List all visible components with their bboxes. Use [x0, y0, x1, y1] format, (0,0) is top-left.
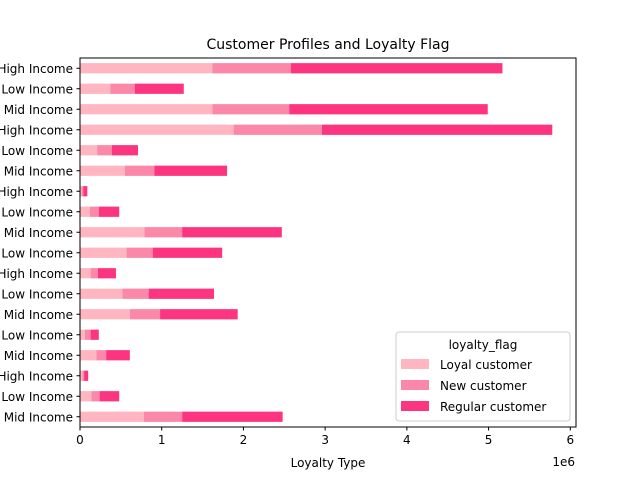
y-tick-label: High Income: [0, 267, 73, 281]
bar-new-customer: [129, 309, 161, 320]
legend-label: Loyal customer: [440, 358, 532, 372]
y-tick-label: Low Income: [1, 287, 73, 301]
plot-area: [79, 57, 577, 428]
bar-new-customer: [81, 186, 84, 197]
y-tick-label: Low Income: [1, 82, 73, 96]
bar-regular-customer: [289, 104, 488, 115]
y-tick-label: High Income: [0, 185, 73, 199]
bar-new-customer: [96, 350, 107, 361]
bar-regular-customer: [321, 124, 553, 135]
bar-loyal-customer: [80, 391, 92, 402]
bar-loyal-customer: [80, 227, 145, 238]
bar-regular-customer: [97, 268, 116, 279]
bar-regular-customer: [134, 83, 184, 94]
legend-swatch: [401, 359, 429, 369]
bar-loyal-customer: [80, 104, 213, 115]
bar-regular-customer: [111, 145, 139, 156]
bar-regular-customer: [182, 411, 283, 422]
bar-loyal-customer: [80, 247, 127, 258]
y-tick-label: Mid Income: [4, 103, 73, 117]
y-tick-label: Mid Income: [4, 349, 73, 363]
y-tick-label: Mid Income: [4, 308, 73, 322]
bar-loyal-customer: [80, 165, 125, 176]
bar-new-customer: [124, 165, 155, 176]
bar-new-customer: [126, 247, 153, 258]
y-tick-label: High Income: [0, 123, 73, 137]
y-tick-label: Low Income: [1, 328, 73, 342]
y-tick-label: Low Income: [1, 144, 73, 158]
bar-loyal-customer: [80, 63, 213, 74]
bar-loyal-customer: [80, 206, 90, 217]
bar-new-customer: [233, 124, 322, 135]
bar-loyal-customer: [80, 329, 85, 340]
bar-loyal-customer: [80, 411, 144, 422]
bar-regular-customer: [182, 227, 282, 238]
bar-new-customer: [143, 411, 183, 422]
bar-regular-customer: [160, 309, 238, 320]
bar-new-customer: [90, 268, 98, 279]
bar-regular-customer: [106, 350, 130, 361]
y-tick-label: High Income: [0, 369, 73, 383]
x-axis-offset-label: 1e6: [552, 455, 575, 469]
legend-swatch: [401, 380, 429, 390]
x-axis-label: Loyalty Type: [291, 456, 366, 470]
legend-label: Regular customer: [440, 400, 546, 414]
bar-new-customer: [110, 83, 135, 94]
chart-title: Customer Profiles and Loyalty Flag: [206, 37, 449, 53]
x-tick-label: 4: [403, 433, 411, 447]
bar-loyal-customer: [80, 350, 97, 361]
bar-loyal-customer: [80, 370, 83, 381]
bar-new-customer: [97, 145, 112, 156]
bar-loyal-customer: [80, 186, 82, 197]
x-tick-label: 3: [321, 433, 329, 447]
legend-label: New customer: [440, 379, 527, 393]
bar-regular-customer: [99, 391, 120, 402]
bar-new-customer: [212, 63, 291, 74]
y-tick-label: High Income: [0, 62, 73, 76]
y-tick-label: Low Income: [1, 390, 73, 404]
y-tick-label: Mid Income: [4, 410, 73, 424]
legend-frame: [395, 331, 571, 422]
bar-loyal-customer: [80, 288, 123, 299]
bar-regular-customer: [98, 206, 120, 217]
legend: loyalty_flag Loyal customer New customer R…: [395, 331, 571, 422]
x-tick-label: 2: [240, 433, 248, 447]
bar-regular-customer: [154, 165, 228, 176]
bar-new-customer: [212, 104, 290, 115]
bar-regular-customer: [290, 63, 503, 74]
bar-new-customer: [122, 288, 149, 299]
y-tick-label: Mid Income: [4, 226, 73, 240]
bar-new-customer: [144, 227, 183, 238]
x-tick-label: 1: [158, 433, 166, 447]
bar-new-customer: [82, 370, 85, 381]
bar-loyal-customer: [80, 83, 111, 94]
bar-loyal-customer: [80, 268, 91, 279]
x-tick-label: 5: [485, 433, 493, 447]
y-tick-label: Mid Income: [4, 164, 73, 178]
x-tick-label: 6: [566, 433, 574, 447]
bar-regular-customer: [148, 288, 215, 299]
bar-new-customer: [91, 391, 100, 402]
bar-regular-customer: [90, 329, 99, 340]
bar-new-customer: [84, 329, 91, 340]
bar-loyal-customer: [80, 145, 98, 156]
bar-loyal-customer: [80, 309, 130, 320]
x-tick-label: 0: [76, 433, 84, 447]
y-tick-label: Low Income: [1, 205, 73, 219]
bar-loyal-customer: [80, 124, 234, 135]
bar-new-customer: [89, 206, 99, 217]
bar-regular-customer: [84, 370, 89, 381]
legend-title: loyalty_flag: [449, 338, 518, 352]
y-tick-label: Low Income: [1, 246, 73, 260]
bar-regular-customer: [83, 186, 88, 197]
legend-swatch: [401, 401, 429, 411]
bar-regular-customer: [152, 247, 223, 258]
